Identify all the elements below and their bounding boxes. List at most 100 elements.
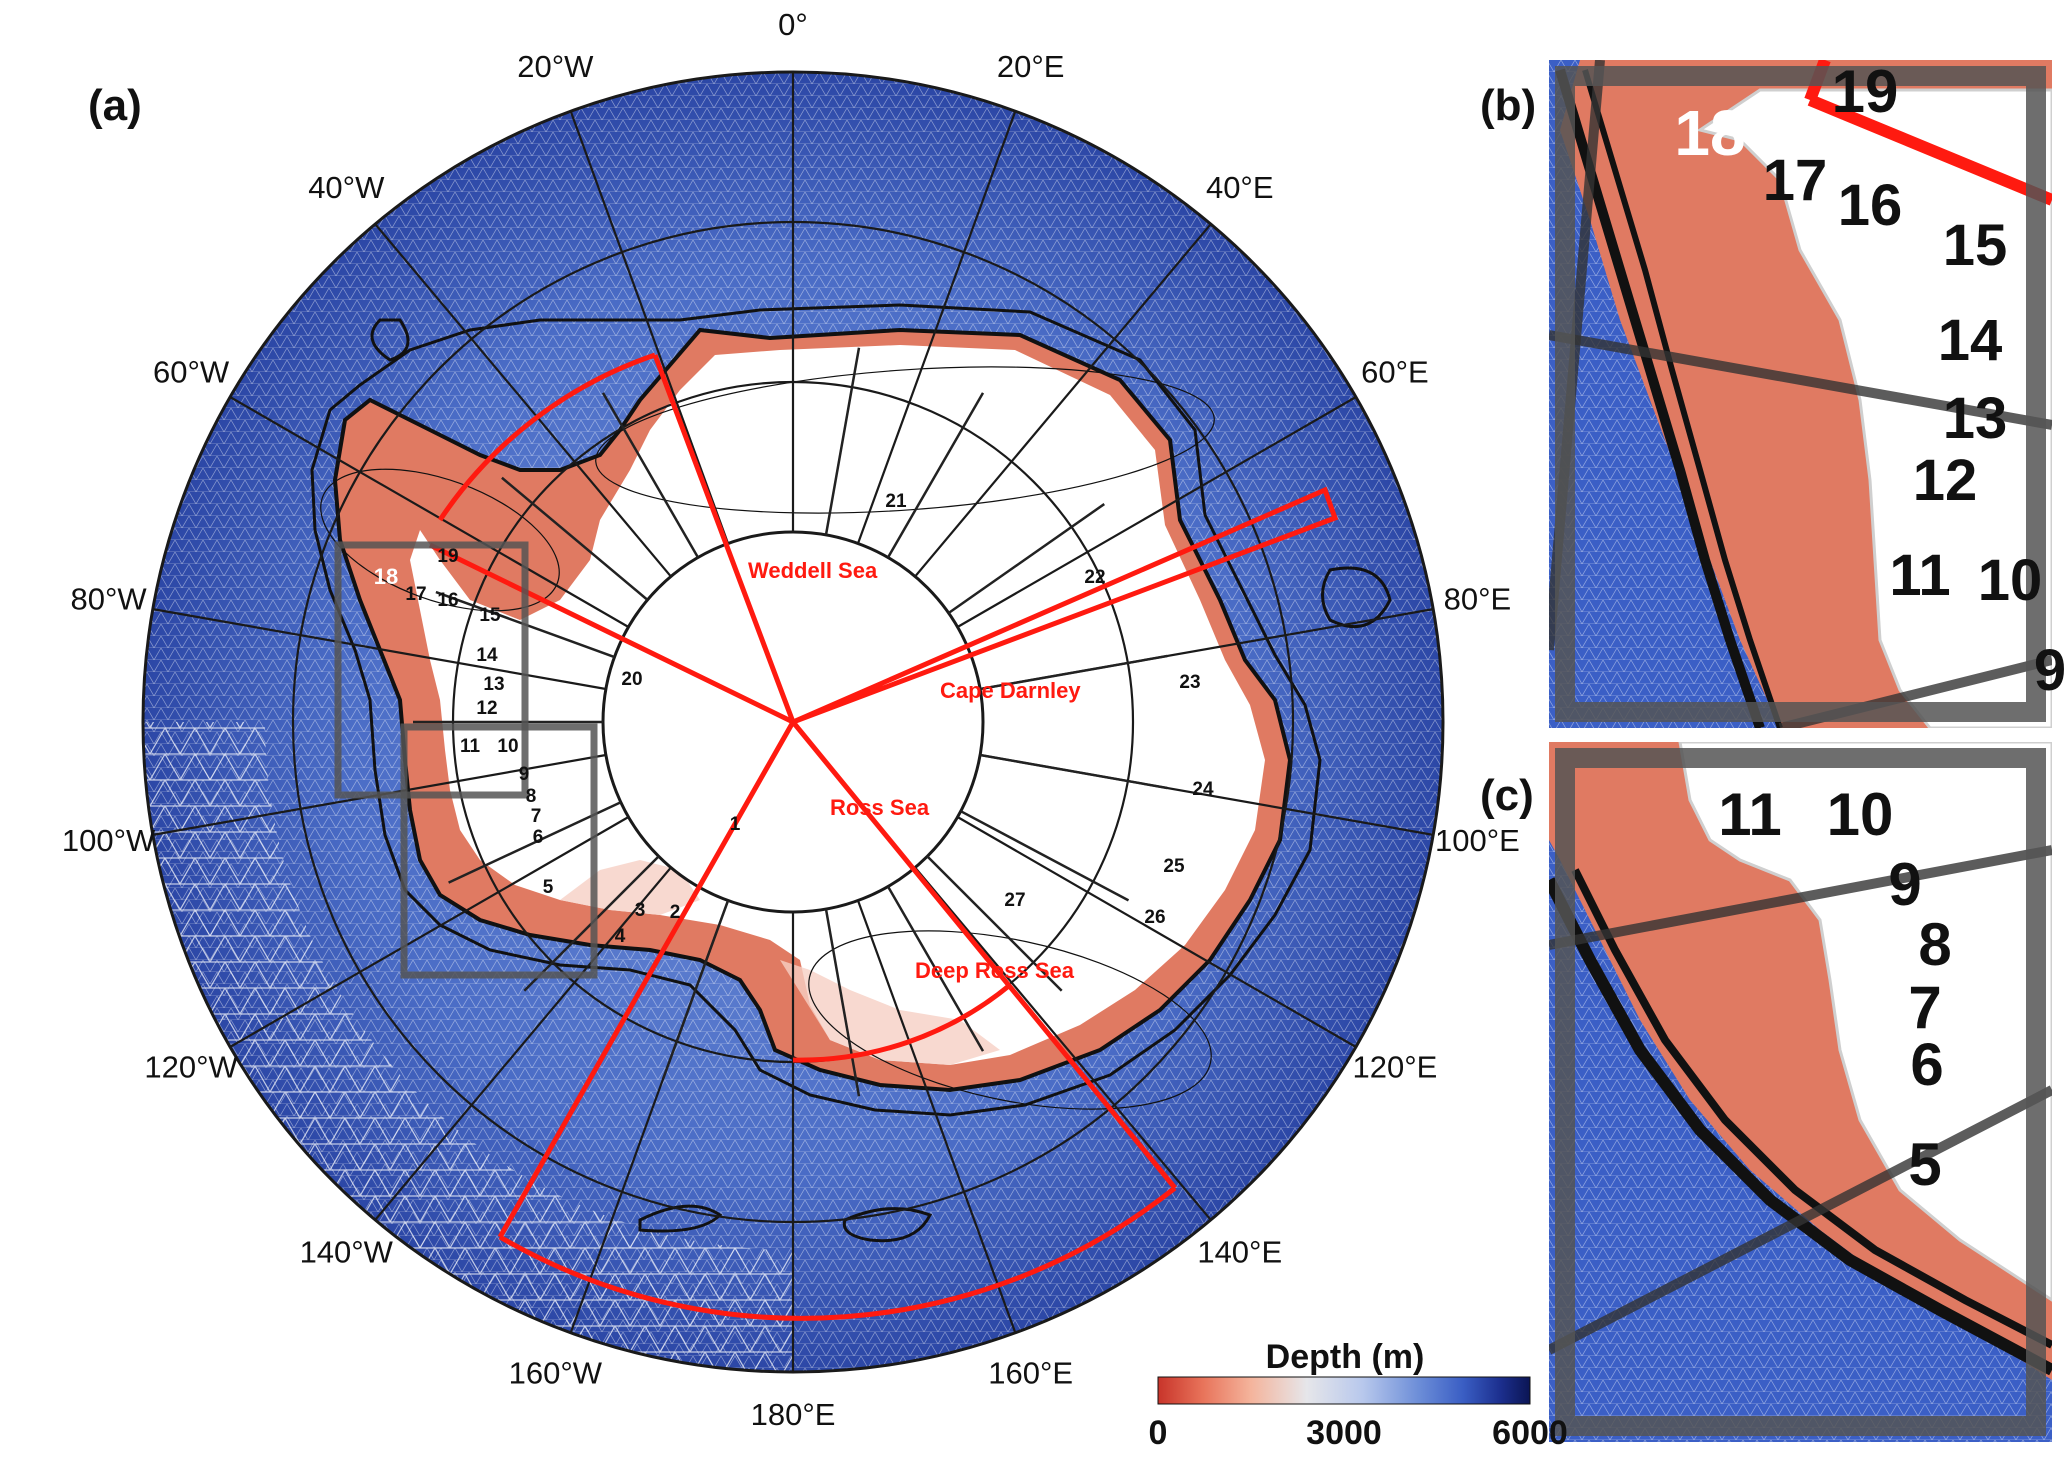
meridian-line xyxy=(956,816,1357,1048)
inset-c-number: 8 xyxy=(1918,911,1951,978)
sector-boundary-line xyxy=(926,855,1063,992)
cape-darnley-outline[interactable] xyxy=(792,486,1339,725)
seamount-contour-1 xyxy=(638,1204,723,1233)
region-label-cape-darnley: Cape Darnley xyxy=(940,678,1081,703)
inset-c-number: 9 xyxy=(1888,851,1921,918)
longitude-label: 80°E xyxy=(1444,582,1512,617)
colorbar-title: Depth (m) xyxy=(1266,1338,1425,1376)
sector-boundary-line xyxy=(979,753,1168,790)
sector-number: 25 xyxy=(1163,856,1185,877)
sector-number: 27 xyxy=(1004,890,1025,911)
zoom-box-c[interactable] xyxy=(400,723,598,979)
region-label-deep-ross-sea: Deep Ross Sea xyxy=(915,958,1075,983)
inset-b-frame xyxy=(1555,66,2046,722)
inset-c-number: 11 xyxy=(1718,781,1781,848)
colorbar-tick-label: 6000 xyxy=(1492,1414,1568,1452)
sector-number: 18 xyxy=(374,564,398,589)
sector-number: 6 xyxy=(533,827,544,848)
inset-c-number: 10 xyxy=(1827,781,1894,848)
meridian-line xyxy=(914,223,1212,578)
inset-b-isobath-2 xyxy=(1582,69,1783,728)
ice-shelf-tint xyxy=(780,960,1000,1065)
weddell-ellipse xyxy=(595,366,1215,514)
meridian-line xyxy=(152,608,607,691)
sector-number: 8 xyxy=(526,786,537,807)
meridian-line xyxy=(374,223,672,578)
sector-number: 4 xyxy=(615,926,626,947)
weddell-sea-outline[interactable] xyxy=(428,352,796,725)
inset-b-number: 11 xyxy=(1889,543,1950,608)
inset-c-frame xyxy=(1555,748,2046,1436)
meridian-line xyxy=(569,110,730,544)
longitude-label: 80°W xyxy=(70,582,147,617)
meridian-line xyxy=(956,396,1357,628)
inset-c-gridline-1 xyxy=(1549,845,2052,950)
region-label-ross-sea: Ross Sea xyxy=(830,795,930,820)
sector-number: 12 xyxy=(476,698,497,719)
longitude-label: 160°W xyxy=(509,1355,603,1390)
inset-b-number: 9 xyxy=(2034,638,2066,703)
inset-b-number: 10 xyxy=(1978,548,2043,613)
inset-c-number: 6 xyxy=(1910,1031,1943,1098)
sector-number: 23 xyxy=(1179,672,1200,693)
sector-number: 7 xyxy=(531,806,542,827)
sector-number: 3 xyxy=(635,900,646,921)
ross-sea-outline[interactable] xyxy=(497,720,1177,1321)
sector-number: 2 xyxy=(670,902,681,923)
inset-b-number: 19 xyxy=(1832,58,1899,125)
longitude-label: 40°E xyxy=(1206,170,1274,205)
peninsula-ellipse xyxy=(320,468,560,612)
longitude-label: 20°W xyxy=(517,49,594,84)
deep-ross-sea-outline[interactable] xyxy=(792,983,1012,1063)
inset-b-number: 15 xyxy=(1943,213,2008,278)
region-outlines xyxy=(428,352,1339,1321)
sector-boundary-line xyxy=(601,392,700,559)
sector-boundary-line xyxy=(947,503,1105,615)
sector-number: 15 xyxy=(479,605,501,626)
inset-b-number: 12 xyxy=(1913,448,1978,513)
sector-number: 9 xyxy=(519,764,530,785)
colorbar-gradient[interactable] xyxy=(1157,1376,1531,1405)
longitude-label: 40°W xyxy=(308,170,385,205)
sector-number: 20 xyxy=(621,669,642,690)
inset-b-gridline-1 xyxy=(1549,330,2052,430)
zoom-box-b[interactable] xyxy=(334,541,529,799)
meridian-line xyxy=(914,866,1212,1221)
panel-label-b: (b) xyxy=(1480,81,1536,130)
longitude-label: 160°E xyxy=(988,1355,1073,1390)
colorbar-tick-label: 0 xyxy=(1149,1414,1168,1452)
inset-c-number: 7 xyxy=(1908,974,1941,1041)
sector-number: 14 xyxy=(476,645,498,666)
inset-b-number: 18 xyxy=(1674,97,1745,169)
sector-boundary-line xyxy=(960,810,1130,902)
region-labels: Weddell Sea Cape Darnley Ross Sea Deep R… xyxy=(748,558,1081,983)
longitude-label: 0° xyxy=(778,7,808,42)
sector-boundary-line xyxy=(886,885,985,1052)
coarse-mesh-band xyxy=(143,722,793,1372)
island-contour xyxy=(370,318,410,362)
longitude-label: 60°E xyxy=(1361,355,1429,390)
sector-number: 22 xyxy=(1084,567,1105,588)
meridian-line xyxy=(229,396,630,628)
sector-boundary-line xyxy=(824,908,861,1097)
region-label-weddell-sea: Weddell Sea xyxy=(748,558,878,583)
longitude-label: 20°E xyxy=(997,49,1065,84)
sector-boundary-line xyxy=(824,347,861,536)
inset-c-number: 5 xyxy=(1908,1131,1941,1198)
longitude-label: 100°E xyxy=(1435,823,1520,858)
sector-number: 10 xyxy=(497,736,518,757)
sector-numbers: 1234567891011121314151617181920212223242… xyxy=(374,491,1214,947)
longitude-labels: 0°20°E40°E60°E80°E100°E120°E140°E160°E18… xyxy=(62,7,1520,1432)
panel-label-a: (a) xyxy=(88,81,142,130)
inset-c-isobath xyxy=(1549,877,2052,1376)
sector-number: 13 xyxy=(483,674,504,695)
sector-boundary-line xyxy=(886,392,985,559)
plateau-contour xyxy=(1321,566,1392,629)
longitude-label: 180°E xyxy=(751,1397,836,1432)
meridian-line xyxy=(856,110,1017,544)
inset-b-number: 14 xyxy=(1938,308,2003,373)
